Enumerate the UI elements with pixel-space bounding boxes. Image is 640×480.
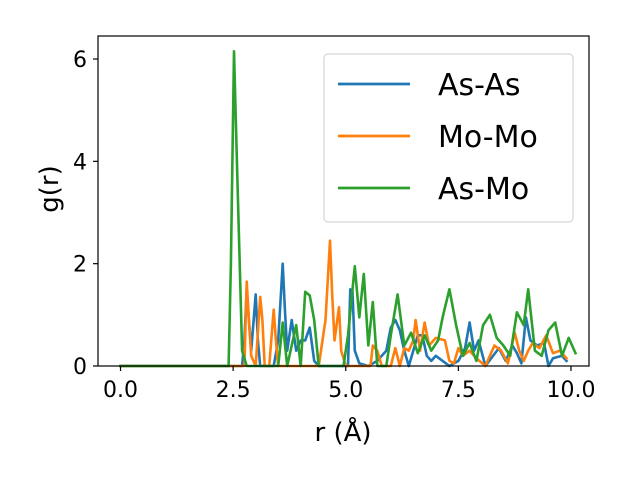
legend-label-as-as: As-As bbox=[438, 68, 520, 103]
series-line-as-mo bbox=[119, 50, 578, 368]
x-axis-ticks: 0.0 2.5 5.0 7.5 10.0 bbox=[103, 366, 595, 403]
plot-frame bbox=[97, 35, 590, 367]
y-tick-label: 6 bbox=[73, 48, 87, 73]
y-tick-label: 2 bbox=[73, 253, 87, 278]
x-tick-label: 7.5 bbox=[441, 378, 476, 403]
legend: As-As Mo-Mo As-Mo bbox=[323, 53, 574, 223]
y-axis-label: g(r) bbox=[35, 165, 65, 212]
x-tick-label: 0.0 bbox=[103, 378, 138, 403]
legend-box bbox=[323, 53, 574, 223]
legend-label-mo-mo: Mo-Mo bbox=[438, 120, 538, 155]
legend-label-as-mo: As-Mo bbox=[438, 172, 529, 207]
plot-area bbox=[97, 35, 590, 368]
x-tick-label: 5.0 bbox=[328, 378, 363, 403]
y-axis-ticks: 0 2 4 6 bbox=[73, 48, 98, 380]
y-tick-label: 0 bbox=[73, 355, 87, 380]
x-tick-label: 10.0 bbox=[546, 378, 595, 403]
y-tick-label: 4 bbox=[73, 150, 87, 175]
x-axis-label: r (Å) bbox=[314, 416, 371, 448]
x-tick-label: 2.5 bbox=[216, 378, 251, 403]
